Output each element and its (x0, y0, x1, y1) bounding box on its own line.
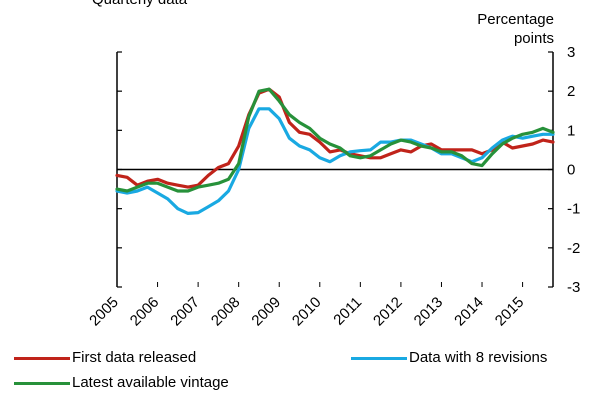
legend-label-latest-vintage: Latest available vintage (72, 374, 229, 391)
chart-subtitle: Quarterly data (92, 0, 187, 8)
legend-swatch-8-revisions (351, 356, 407, 360)
x-tick-label: 2013 (411, 294, 447, 330)
legend-swatch-latest-vintage (14, 381, 70, 385)
x-tick-label: 2014 (451, 294, 487, 330)
x-tick-label: 2011 (330, 294, 365, 329)
y-axis-unit-line-1: Percentage (477, 11, 554, 28)
series-line-8-revisions (115, 107, 555, 215)
legend-item-latest-vintage: Latest available vintage (14, 374, 229, 391)
y-tick-label: 2 (567, 83, 575, 100)
y-axis-unit-label: Percentage points (477, 10, 554, 48)
x-tick-label: 2010 (289, 294, 325, 330)
x-tick-label: 2015 (492, 294, 528, 330)
y-tick-label: -2 (567, 240, 580, 257)
y-tick-label: -1 (567, 201, 580, 218)
x-tick-label: 2005 (86, 294, 122, 330)
series-line-latest-vintage (115, 87, 555, 193)
x-tick-label: 2007 (167, 294, 203, 330)
legend-item-first-data: First data released (14, 349, 196, 366)
y-tick-label: 0 (567, 162, 575, 179)
x-tick-label: 2012 (370, 294, 406, 330)
y-tick-label: 1 (567, 122, 575, 139)
legend-swatch-first-data (14, 356, 70, 360)
y-tick-label: -3 (567, 279, 580, 296)
y-axis-unit-line-2: points (513, 30, 554, 47)
x-tick-label: 2006 (127, 294, 163, 330)
y-tick-label: 3 (567, 44, 575, 61)
legend-label-8-revisions: Data with 8 revisions (409, 349, 548, 366)
x-tick-label: 2009 (248, 294, 284, 330)
legend-item-8-revisions: Data with 8 revisions (351, 349, 547, 366)
x-tick-label: 2008 (208, 294, 244, 330)
legend-label-first-data: First data released (72, 349, 197, 366)
series-line-first-data (115, 87, 555, 189)
